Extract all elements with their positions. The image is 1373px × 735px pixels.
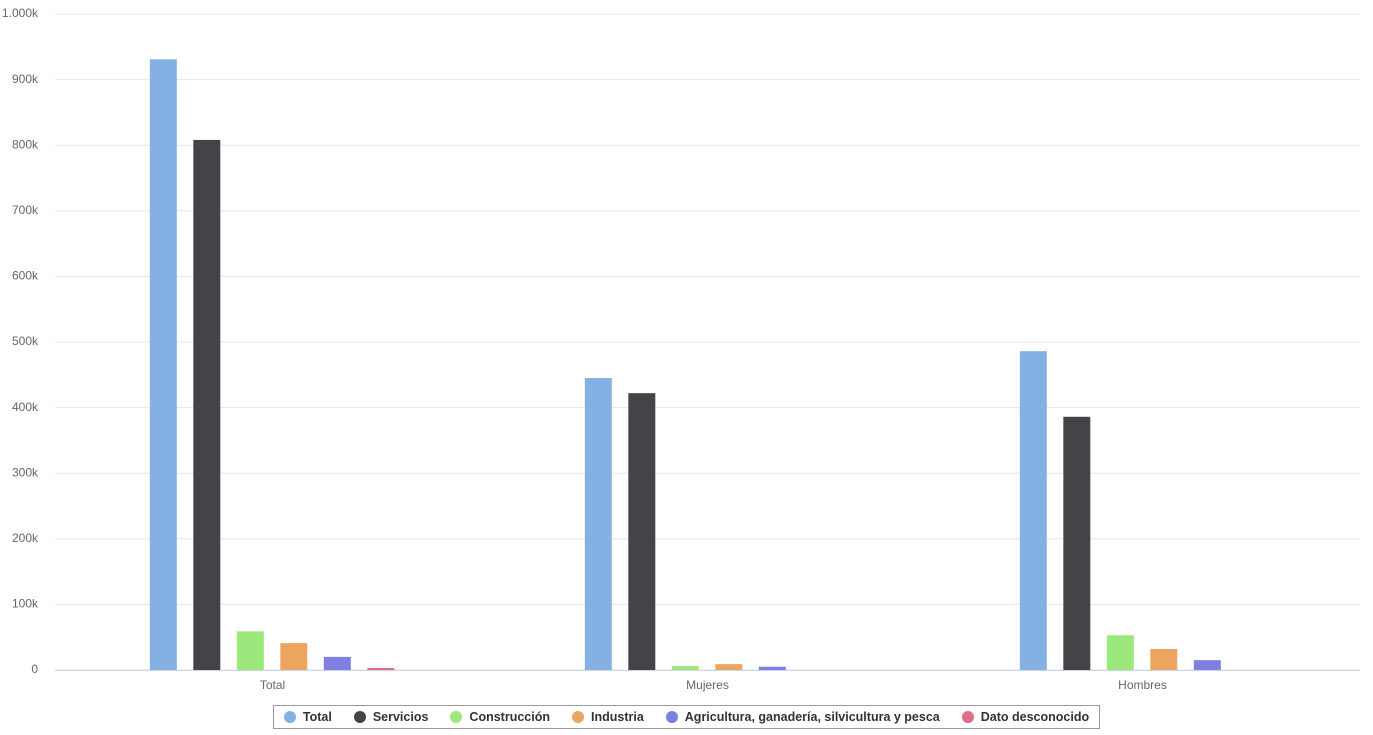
bar — [671, 666, 699, 670]
bar — [1150, 649, 1178, 670]
legend-box: Total Servicios Construcción Industria Agric… — [272, 705, 1101, 729]
y-tick-label: 800k — [12, 137, 39, 151]
y-tick-label: 600k — [12, 269, 39, 283]
x-tick-label: Mujeres — [686, 678, 729, 692]
x-tick-label: Total — [260, 678, 285, 692]
y-tick-label: 300k — [12, 465, 39, 479]
bar — [758, 666, 786, 670]
bar — [236, 631, 264, 670]
legend-item[interactable]: Construcción — [450, 710, 550, 724]
legend-label: Total — [302, 710, 332, 724]
y-tick-label: 100k — [12, 597, 39, 611]
bar — [1193, 660, 1221, 670]
bar — [628, 393, 656, 670]
y-tick-label: 0 — [31, 662, 38, 676]
legend-item[interactable]: Industria — [571, 710, 644, 724]
bar — [323, 656, 351, 670]
bar — [149, 59, 177, 671]
bar — [1019, 351, 1047, 670]
legend-marker — [961, 711, 974, 723]
y-tick-label: 400k — [12, 400, 39, 414]
chart: 0 100k 200k 300k 400k 500k 600k 700k 800k 900k 1.0… — [2, 6, 1360, 692]
legend-label: Industria — [590, 710, 644, 724]
bar — [715, 664, 743, 670]
legend-label: Servicios — [372, 710, 429, 724]
bar — [1106, 635, 1134, 670]
bar — [280, 643, 308, 670]
legend-marker — [571, 711, 584, 723]
x-tick-label: Hombres — [1118, 678, 1167, 692]
y-tick-label: 700k — [12, 203, 39, 217]
y-tick-label: 1.000k — [2, 6, 39, 20]
legend-label: Dato desconocido — [980, 710, 1090, 724]
y-tick-label: 500k — [12, 334, 39, 348]
legend-marker — [450, 711, 463, 723]
legend-label: Agricultura, ganadería, silvicultura y p… — [684, 710, 940, 724]
legend-item[interactable]: Total — [283, 710, 332, 724]
legend-item[interactable]: Dato desconocido — [961, 710, 1090, 724]
legend-marker — [665, 711, 678, 723]
bar — [1063, 416, 1091, 670]
y-tick-label: 900k — [12, 72, 39, 86]
bar — [584, 378, 612, 670]
legend-marker — [283, 711, 296, 723]
legend-item[interactable]: Agricultura, ganadería, silvicultura y p… — [665, 710, 940, 724]
bar — [193, 139, 221, 670]
legend-marker — [353, 711, 366, 723]
legend: Total Servicios Construcción Industria Agric… — [0, 705, 1373, 729]
legend-item[interactable]: Servicios — [353, 710, 429, 724]
legend-label: Construcción — [469, 710, 550, 724]
y-tick-label: 200k — [12, 531, 39, 545]
bar — [367, 668, 395, 670]
